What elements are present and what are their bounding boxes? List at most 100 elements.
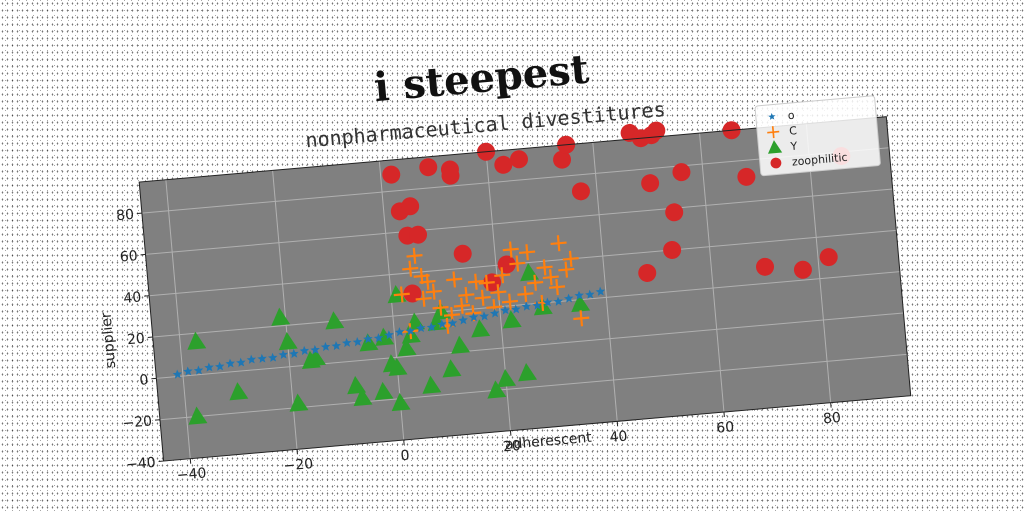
data-point (489, 308, 500, 318)
data-point (373, 333, 384, 343)
data-point (187, 331, 207, 350)
series-1 (393, 235, 590, 340)
data-point (229, 382, 249, 401)
data-point (638, 263, 657, 282)
legend-item: Y (767, 140, 798, 154)
legend-item: zoophilitic (770, 151, 848, 169)
legend-label: C (789, 124, 798, 138)
data-point (502, 241, 519, 258)
y-tick-label: 80 (116, 207, 135, 224)
data-point (426, 322, 437, 332)
y-tick-label: 0 (139, 372, 149, 389)
data-point (353, 387, 373, 407)
data-point (479, 311, 489, 321)
x-axis-label: adherescent (504, 430, 593, 454)
data-point (550, 235, 567, 252)
data-point (352, 337, 363, 347)
data-point (403, 284, 422, 303)
data-point (267, 352, 278, 363)
data-point (271, 307, 291, 326)
data-point (405, 326, 415, 336)
data-point (409, 225, 428, 244)
data-point (490, 284, 507, 301)
data-point (542, 269, 559, 286)
data-point (442, 359, 462, 378)
series-2 (187, 262, 591, 425)
data-point (432, 299, 449, 316)
x-gridline (592, 142, 618, 422)
data-point (553, 296, 563, 306)
data-point (446, 271, 463, 288)
data-point (494, 267, 511, 284)
data-point (397, 338, 417, 357)
data-point (585, 289, 595, 299)
series-layer (172, 121, 851, 425)
legend-label: zoophilitic (791, 151, 848, 169)
data-point (487, 380, 507, 399)
data-point (595, 286, 606, 296)
data-point (363, 334, 373, 344)
data-point (500, 305, 510, 315)
data-point (401, 197, 420, 216)
data-point (542, 297, 553, 307)
x-tick-label: 60 (716, 419, 735, 436)
data-point (573, 310, 590, 327)
data-point (402, 260, 419, 277)
data-point (447, 318, 458, 328)
data-point (388, 357, 408, 376)
x-gridline (272, 170, 298, 450)
data-point (553, 150, 572, 169)
data-point (509, 255, 526, 272)
data-point (737, 167, 756, 186)
chart-root: i steepest nonpharmaceutical divestiture… (98, 46, 912, 484)
x-gridline (165, 179, 191, 459)
data-point (548, 279, 566, 296)
x-tick-label: −20 (283, 456, 314, 475)
data-point (307, 348, 327, 367)
data-point (236, 357, 246, 367)
data-point (519, 244, 536, 261)
data-point (374, 381, 394, 401)
data-point (419, 158, 438, 177)
data-point (497, 369, 517, 388)
data-point (467, 273, 484, 290)
data-point (536, 259, 553, 276)
data-point (325, 311, 345, 330)
data-point (471, 319, 491, 338)
data-point (415, 290, 432, 307)
y-gridline (156, 312, 904, 379)
ticks: −40 −20 0 20 40 60 80 −40 −20 0 20 40 60 80 (116, 207, 842, 484)
data-point (663, 240, 682, 259)
data-point (393, 286, 410, 303)
x-tick-label: 40 (609, 429, 628, 446)
data-point (562, 250, 579, 267)
legend-marker (767, 140, 783, 154)
data-point (204, 362, 214, 372)
series-3 (382, 121, 851, 303)
data-point (521, 301, 532, 311)
data-point (257, 353, 267, 363)
data-point (451, 335, 471, 354)
data-point (341, 337, 352, 348)
data-point (437, 319, 447, 329)
y-gridline (145, 188, 893, 255)
legend-box (754, 95, 881, 177)
data-point (384, 330, 394, 340)
x-tick-label: 20 (502, 438, 521, 455)
data-point (406, 247, 423, 264)
data-point (453, 297, 470, 314)
data-point (756, 257, 775, 276)
data-point (672, 163, 691, 182)
data-point (518, 363, 538, 382)
y-tick-label: −20 (122, 413, 153, 432)
data-point (441, 166, 460, 185)
data-point (819, 248, 838, 267)
y-tick-label: 20 (126, 331, 145, 348)
y-tick-label: 60 (119, 248, 138, 265)
data-point (172, 369, 183, 379)
y-tick-label: 40 (123, 289, 142, 306)
plot-frame (138, 116, 912, 462)
data-point (563, 293, 574, 303)
